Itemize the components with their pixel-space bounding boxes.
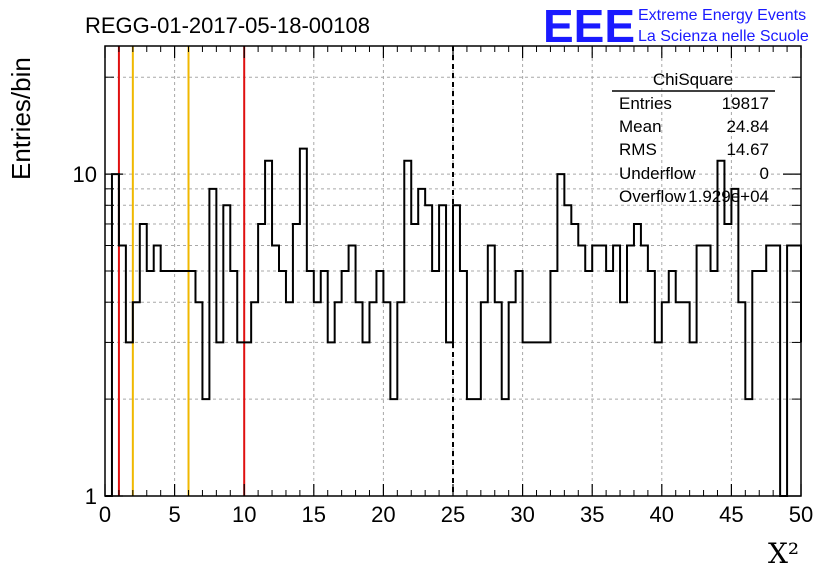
- x-tick-label: 40: [650, 502, 674, 527]
- x-tick-label: 25: [441, 502, 465, 527]
- stats-overflow-label: Overflow: [619, 187, 687, 206]
- x-tick-label: 10: [232, 502, 256, 527]
- x-tick-label: 50: [789, 502, 813, 527]
- x-tick-label: 0: [99, 502, 111, 527]
- chart-title: REGG-01-2017-05-18-00108: [85, 13, 370, 38]
- eee-logo: EEE Extreme Energy Events La Scienza nel…: [543, 0, 809, 52]
- x-tick-label: 5: [168, 502, 180, 527]
- stats-rms-label: RMS: [619, 140, 657, 159]
- stats-rms-value: 14.67: [726, 140, 769, 159]
- histogram-line: [105, 147, 802, 497]
- axis-ticks: 0 5 10 15 20 25 30 35 40 45 50 1 10: [73, 46, 813, 527]
- x-tick-label: 20: [371, 502, 395, 527]
- stats-header: ChiSquare: [653, 70, 733, 89]
- y-axis-label: Entries/bin: [6, 57, 36, 180]
- logo-line-2: La Scienza nelle Scuole: [638, 28, 809, 45]
- x-axis-label: X²: [768, 537, 799, 570]
- x-tick-label: 35: [580, 502, 604, 527]
- stats-overflow-value: 1.929e+04: [688, 187, 769, 206]
- stats-mean-value: 24.84: [726, 117, 769, 136]
- x-tick-label: 30: [510, 502, 534, 527]
- stats-underflow-value: 0: [760, 164, 769, 183]
- logo-line-1: Extreme Energy Events: [638, 7, 806, 24]
- y-tick-label: 10: [73, 162, 97, 187]
- stats-entries-label: Entries: [619, 94, 672, 113]
- histogram: [105, 147, 802, 497]
- stats-mean-label: Mean: [619, 117, 662, 136]
- x-tick-label: 45: [719, 502, 743, 527]
- x-tick-label: 15: [302, 502, 326, 527]
- stats-underflow-label: Underflow: [619, 164, 696, 183]
- stats-entries-value: 19817: [722, 94, 769, 113]
- y-tick-label: 1: [85, 484, 97, 509]
- logo-mark: EEE: [543, 0, 635, 52]
- stats-box: ChiSquare Entries 19817 Mean 24.84 RMS 1…: [612, 70, 775, 206]
